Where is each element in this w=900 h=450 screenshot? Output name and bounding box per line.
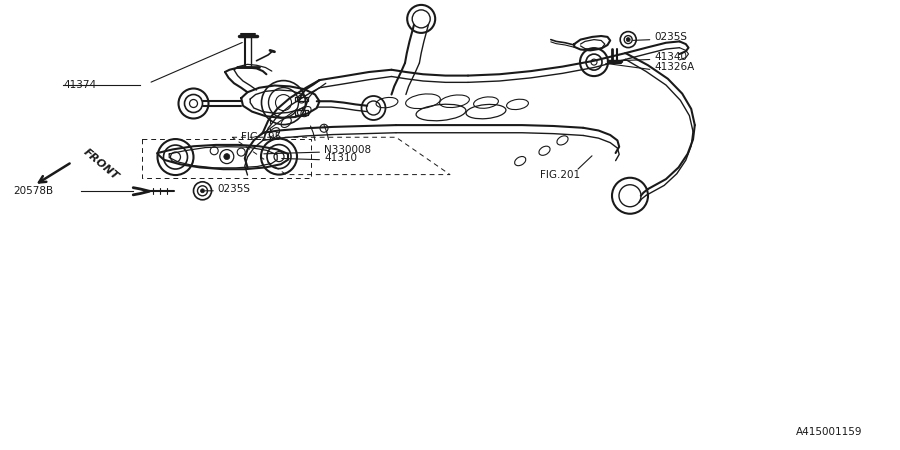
Text: FIG.201: FIG.201 <box>540 171 580 180</box>
Text: 41310: 41310 <box>324 153 357 163</box>
Text: 41340: 41340 <box>654 52 688 62</box>
Circle shape <box>201 189 204 193</box>
Text: FRONT: FRONT <box>81 147 120 182</box>
Text: FIG.195: FIG.195 <box>241 132 282 142</box>
Text: 0235S: 0235S <box>654 32 688 42</box>
Text: 41326A: 41326A <box>654 63 695 72</box>
Text: A415001159: A415001159 <box>796 427 862 437</box>
Text: 0235S: 0235S <box>218 184 251 194</box>
Text: N330008: N330008 <box>324 145 371 155</box>
Text: 41374: 41374 <box>63 80 96 90</box>
Circle shape <box>626 38 630 41</box>
Circle shape <box>224 153 230 160</box>
Text: 20578B: 20578B <box>14 186 54 196</box>
